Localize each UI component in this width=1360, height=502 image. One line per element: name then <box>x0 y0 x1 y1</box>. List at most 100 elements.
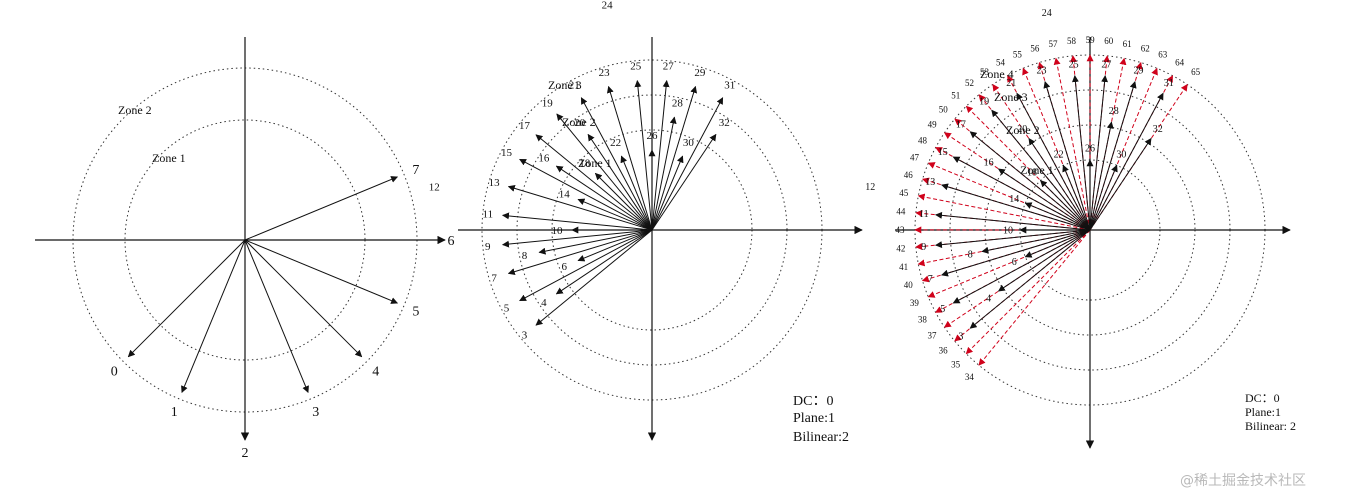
zone-label: Zone 2 <box>1006 123 1040 137</box>
mode-arrow <box>244 239 309 394</box>
zone-label: Zone 1 <box>152 151 186 165</box>
mode-label: 8 <box>522 250 528 262</box>
mode-arrow <box>519 229 653 302</box>
mode-label: 17 <box>519 120 531 132</box>
mode-label: 43 <box>896 225 906 235</box>
mode-label: 46 <box>904 170 914 180</box>
mode-label: 13 <box>925 177 935 188</box>
mode-arrow <box>941 183 1091 231</box>
mode-arrow <box>651 116 677 231</box>
mode-arrow <box>917 193 1091 231</box>
mode-label: 1 <box>171 405 178 420</box>
mode-arrow <box>502 212 653 231</box>
mode-arrows <box>502 80 724 326</box>
mode-arrow <box>1089 137 1152 231</box>
mode-arrow <box>507 184 653 231</box>
mode-label: 10 <box>1003 226 1013 237</box>
mode-label: 2 <box>242 446 249 461</box>
mode-label: 22 <box>1054 150 1064 161</box>
mode-label: 11 <box>483 209 494 221</box>
mode-arrow <box>555 229 653 295</box>
mode-label: 40 <box>904 280 914 290</box>
mode-label: 4 <box>372 365 379 380</box>
mode-arrow <box>991 109 1091 231</box>
mode-label: 8 <box>968 249 973 260</box>
mode-arrow <box>1089 164 1118 231</box>
mode-label: 29 <box>1134 66 1144 77</box>
mode-label: 63 <box>1158 50 1168 60</box>
mode-label: 32 <box>1153 124 1163 135</box>
mode-arrow <box>935 211 1091 231</box>
mode-label: 20 <box>574 117 586 129</box>
mode-arrows <box>127 176 399 394</box>
mode-arrow <box>997 168 1091 231</box>
mode-label: 30 <box>683 137 695 149</box>
mode-arrow <box>580 97 653 231</box>
mode-arrow <box>577 229 653 262</box>
mode-label: 6 <box>448 234 455 249</box>
zone-label: Zone 4 <box>980 67 1014 81</box>
mode-arrow <box>538 229 653 255</box>
mode-arrows <box>935 75 1164 329</box>
mode-arrow <box>181 239 246 394</box>
mode-arrow <box>634 80 653 231</box>
mode-arrow <box>935 229 1091 249</box>
mode-arrow <box>244 176 399 241</box>
mode-arrow <box>952 229 1091 304</box>
mode-label: 38 <box>918 315 928 325</box>
mode-label: 6 <box>1012 257 1017 268</box>
mode-arrow <box>519 158 653 231</box>
mode-arrow <box>651 155 684 231</box>
mode-label: 4 <box>986 293 991 304</box>
mode-label: 14 <box>559 189 571 201</box>
mode-label: 14 <box>1009 194 1019 205</box>
mode-label: 31 <box>1164 78 1174 89</box>
mode-arrow <box>651 80 670 231</box>
mode-label: 26 <box>1085 144 1095 155</box>
zone-label: Zone 3 <box>994 90 1028 104</box>
mode-label: 19 <box>979 96 989 107</box>
mode-label: 55 <box>1013 50 1023 60</box>
mode-label: 3 <box>522 330 528 342</box>
mode-label: 28 <box>1109 106 1119 117</box>
mode-label: 30 <box>1116 150 1126 161</box>
mode-label: 21 <box>1006 78 1016 89</box>
mode-arrow <box>981 229 1091 254</box>
mode-label: 42 <box>896 244 905 254</box>
mode-label: 44 <box>896 206 906 216</box>
mode-label: 17 <box>956 120 966 131</box>
mode-label: 39 <box>910 298 920 308</box>
mode-label: 5 <box>504 303 510 315</box>
mode-arrow <box>535 229 653 326</box>
mode-arrow <box>1089 81 1137 231</box>
mode-label: 27 <box>1101 59 1111 70</box>
mode-label: 15 <box>501 147 513 159</box>
mode-label: 37 <box>928 331 938 341</box>
mode-label: 27 <box>663 61 675 73</box>
mode-label: 15 <box>938 147 948 158</box>
mode-arrow <box>978 229 1091 366</box>
mode-label: 23 <box>1037 66 1047 77</box>
mode-arrow <box>535 134 653 231</box>
mode-label: 6 <box>561 261 567 273</box>
mode-arrow <box>1089 75 1109 231</box>
mode-label: 53 <box>980 67 990 77</box>
mode-label: 49 <box>928 120 938 130</box>
mode-arrow <box>965 229 1091 355</box>
mode-arrow <box>1024 229 1091 258</box>
mode-label: 5 <box>412 305 419 320</box>
mode-arrow <box>1062 164 1091 231</box>
mode-arrow <box>502 229 653 248</box>
mode-label: 62 <box>1141 43 1150 53</box>
mode-label: 32 <box>719 117 730 129</box>
mode-label: 31 <box>724 79 735 91</box>
mode-arrow <box>620 155 653 231</box>
mode-arrow <box>127 239 246 358</box>
legend-dc: DC：0 <box>793 394 833 409</box>
mode-label: 7 <box>491 273 497 285</box>
mode-label: 34 <box>965 372 975 382</box>
